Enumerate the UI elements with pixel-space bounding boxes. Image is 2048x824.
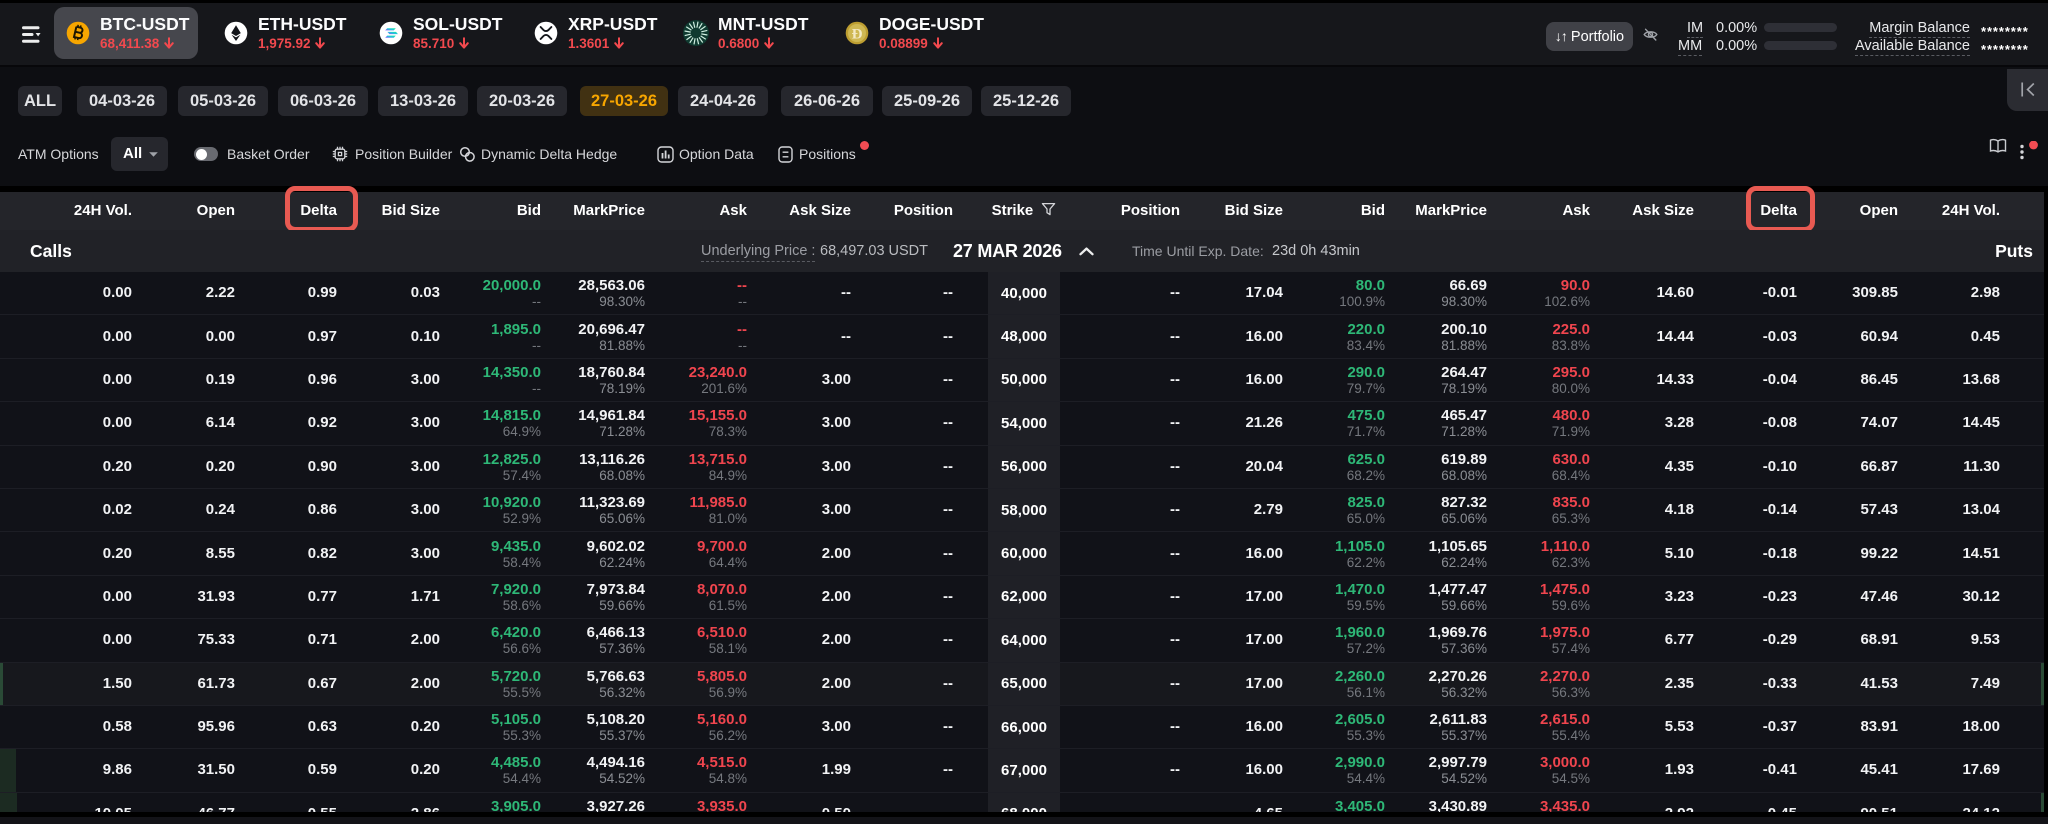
- svg-text:Ð: Ð: [852, 26, 863, 42]
